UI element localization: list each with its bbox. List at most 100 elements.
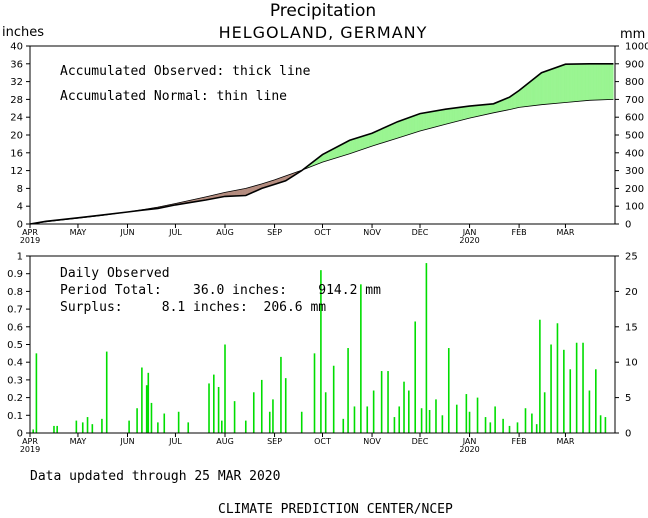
bottom-right-tick-label: 25	[625, 252, 638, 263]
difference-segment	[605, 63, 608, 100]
difference-segment	[486, 104, 489, 115]
top-right-tick-label: 500	[625, 131, 644, 142]
difference-segment	[371, 132, 374, 147]
daily-bar	[387, 371, 389, 433]
bottom-left-tick-label: 0.1	[7, 411, 23, 422]
bottom-left-tick-label: 0.8	[7, 287, 23, 298]
daily-bar	[157, 422, 159, 433]
daily-bar	[588, 390, 591, 433]
left-unit-label: inches	[2, 25, 44, 40]
daily-bar	[468, 411, 471, 433]
bottom-month-label: MAR	[556, 437, 574, 446]
daily-bar	[582, 342, 584, 433]
difference-segment	[485, 104, 488, 115]
bottom-left-tick-label: 0.6	[7, 322, 23, 333]
difference-segment	[405, 117, 408, 136]
top-month-label: MAR	[556, 228, 574, 237]
difference-segment	[571, 63, 574, 103]
difference-segment	[335, 146, 338, 159]
daily-bar	[366, 406, 369, 433]
difference-segment	[531, 78, 534, 107]
daily-bar	[233, 401, 236, 433]
difference-segment	[347, 140, 350, 155]
daily-bar	[86, 417, 89, 433]
difference-segment	[435, 110, 438, 128]
top-left-tick-label: 4	[17, 202, 23, 213]
top-left-tick-label: 40	[10, 42, 23, 53]
difference-segment	[475, 105, 478, 117]
bottom-right-tick-label: 0	[625, 429, 631, 440]
daily-bar	[447, 348, 450, 433]
difference-segment	[400, 119, 403, 138]
difference-segment	[430, 111, 433, 129]
difference-segment	[373, 131, 376, 146]
difference-segment	[477, 104, 480, 117]
difference-segment	[590, 63, 593, 101]
bottom-month-label: JAN	[462, 437, 477, 446]
difference-segment	[349, 139, 352, 154]
difference-segment	[395, 121, 398, 139]
daily-bar	[508, 425, 511, 433]
difference-segment	[483, 104, 486, 116]
difference-segment	[555, 66, 558, 104]
difference-segment	[606, 63, 609, 100]
difference-segment	[381, 127, 384, 144]
daily-bar	[332, 365, 335, 433]
difference-segment	[594, 63, 597, 101]
difference-segment	[603, 63, 606, 100]
legend-normal: Accumulated Normal: thin line	[60, 89, 287, 104]
bottom-left-tick-label: 0.4	[7, 358, 23, 369]
difference-segment	[482, 104, 485, 116]
difference-segment	[451, 107, 454, 123]
difference-segment	[470, 105, 473, 118]
daily-bar	[91, 424, 94, 433]
difference-segment	[525, 83, 528, 107]
difference-segment	[454, 107, 457, 123]
difference-segment	[557, 66, 560, 104]
difference-segment	[453, 107, 456, 123]
difference-segment	[375, 130, 378, 146]
accumulated-panel: 0481216202428323640010020030040050060070…	[10, 42, 648, 246]
top-left-tick-label: 8	[17, 184, 23, 195]
daily-bar	[494, 406, 496, 433]
top-month-label: JUL	[168, 228, 182, 237]
bottom-left-tick-label: 0.7	[7, 305, 23, 316]
bottom-month-label: DEC	[412, 437, 429, 446]
difference-segment	[494, 102, 497, 113]
top-left-tick-label: 24	[10, 113, 23, 124]
top-left-tick-label: 32	[10, 77, 23, 88]
difference-segment	[563, 63, 566, 103]
daily-bar	[81, 422, 84, 433]
top-year-label: 2019	[20, 236, 40, 245]
bottom-right-tick-label: 15	[625, 322, 638, 333]
bottom-month-label: APR	[22, 437, 38, 446]
difference-segment	[522, 86, 525, 108]
difference-segment	[478, 104, 481, 117]
difference-segment	[333, 147, 336, 159]
daily-bar	[441, 415, 444, 433]
top-left-tick-label: 36	[10, 59, 23, 70]
top-month-label: DEC	[412, 228, 429, 237]
difference-segment	[512, 93, 515, 110]
difference-segment	[443, 108, 446, 125]
difference-segment	[573, 63, 576, 102]
difference-segment	[506, 97, 509, 111]
difference-segment	[464, 106, 467, 120]
difference-segment	[552, 67, 555, 104]
difference-segment	[565, 64, 568, 103]
difference-segment	[589, 63, 592, 101]
daily-bar	[150, 402, 153, 433]
difference-segment	[397, 120, 400, 139]
difference-segment	[510, 94, 513, 110]
difference-segment	[240, 188, 243, 196]
difference-segment	[370, 132, 373, 147]
legend-observed: Accumulated Observed: thick line	[60, 64, 311, 79]
difference-segment	[493, 102, 496, 113]
difference-segment	[507, 96, 510, 111]
daily-bar	[599, 415, 602, 433]
top-year-label: 2020	[459, 236, 479, 245]
difference-segment	[584, 63, 587, 101]
top-right-tick-label: 800	[625, 77, 644, 88]
difference-segment	[560, 65, 563, 104]
daily-observed-label: Daily Observed	[60, 266, 170, 281]
